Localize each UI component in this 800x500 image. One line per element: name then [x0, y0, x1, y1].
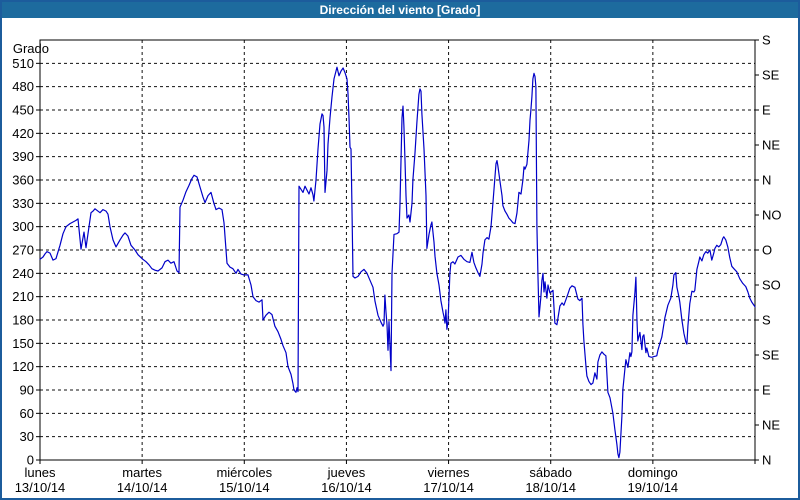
day-name-label: viernes [428, 465, 470, 480]
y-axis-title: Grado [13, 41, 49, 56]
day-name-label: jueves [327, 465, 366, 480]
compass-label: S [762, 33, 771, 48]
y-axis-tick-label: 150 [12, 336, 34, 351]
chart-title-bar: Dirección del viento [Grado] [2, 2, 798, 18]
y-axis-tick-label: 240 [12, 266, 34, 281]
day-date-label: 15/10/14 [219, 480, 270, 495]
compass-label: E [762, 103, 771, 118]
y-axis-tick-label: 180 [12, 313, 34, 328]
y-axis-tick-label: 270 [12, 243, 34, 258]
y-axis-tick-label: 450 [12, 103, 34, 118]
compass-label: O [762, 243, 772, 258]
chart-title: Dirección del viento [Grado] [319, 3, 481, 17]
compass-label: SO [762, 278, 781, 293]
compass-label: N [762, 453, 771, 468]
y-axis-tick-label: 300 [12, 219, 34, 234]
compass-label: NE [762, 418, 780, 433]
y-axis-tick-label: 0 [27, 453, 34, 468]
day-date-label: 19/10/14 [628, 480, 679, 495]
compass-label: N [762, 173, 771, 188]
day-date-label: 13/10/14 [15, 480, 66, 495]
day-date-label: 14/10/14 [117, 480, 168, 495]
y-axis-tick-label: 330 [12, 196, 34, 211]
day-name-label: miércoles [216, 465, 272, 480]
day-name-label: lunes [24, 465, 56, 480]
y-axis-tick-label: 390 [12, 149, 34, 164]
y-axis-tick-label: 120 [12, 359, 34, 374]
y-axis-tick-label: 30 [20, 429, 34, 444]
day-date-label: 18/10/14 [525, 480, 576, 495]
y-axis-tick-label: 480 [12, 79, 34, 94]
compass-label: NE [762, 138, 780, 153]
day-name-label: martes [122, 465, 162, 480]
y-axis-tick-label: 510 [12, 56, 34, 71]
compass-label: NO [762, 208, 782, 223]
compass-label: SE [762, 68, 780, 83]
y-axis-tick-label: 90 [20, 383, 34, 398]
y-axis-tick-label: 420 [12, 126, 34, 141]
compass-label: SE [762, 348, 780, 363]
y-axis-tick-label: 210 [12, 289, 34, 304]
wind-direction-series-line [39, 66, 756, 459]
compass-label: E [762, 383, 771, 398]
compass-label: S [762, 313, 771, 328]
day-date-label: 17/10/14 [423, 480, 474, 495]
y-axis-tick-label: 60 [20, 406, 34, 421]
day-name-label: sábado [529, 465, 572, 480]
y-axis-tick-label: 360 [12, 173, 34, 188]
day-name-label: domingo [628, 465, 678, 480]
day-date-label: 16/10/14 [321, 480, 372, 495]
